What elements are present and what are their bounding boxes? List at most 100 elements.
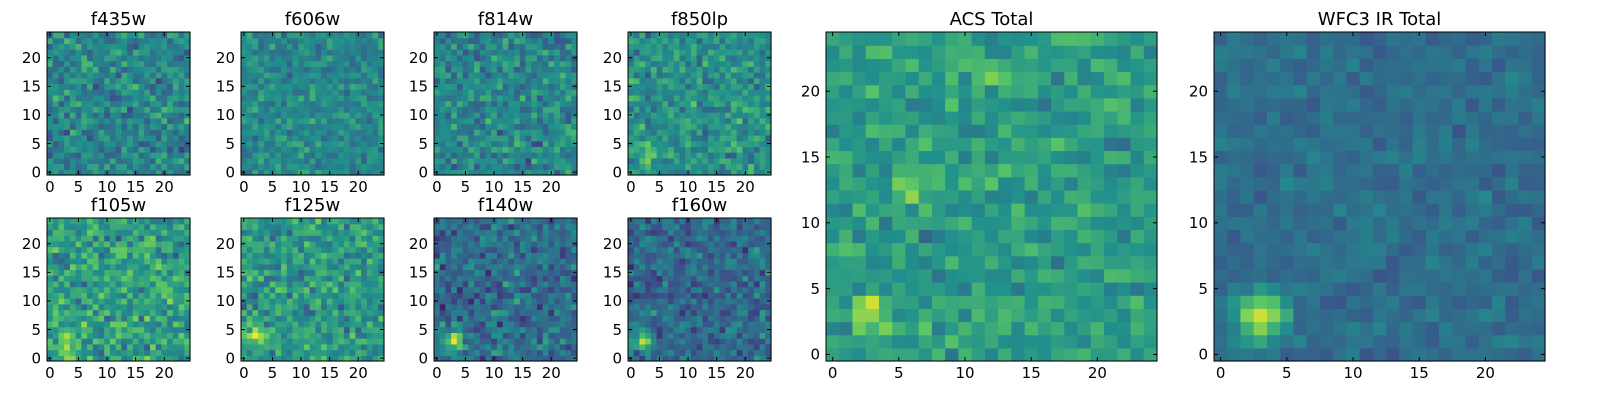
heatmap-cell xyxy=(702,349,709,356)
heatmap-cell xyxy=(445,269,452,276)
heatmap-cell xyxy=(115,43,122,50)
heatmap-cell xyxy=(668,83,675,90)
heatmap-cell xyxy=(69,275,77,282)
heatmap-cell xyxy=(445,338,452,345)
heatmap-cell xyxy=(252,235,259,242)
heatmap-cell xyxy=(696,112,703,119)
heatmap-cell xyxy=(645,303,652,311)
heatmap-cell xyxy=(531,117,538,125)
heatmap-cell xyxy=(178,112,185,119)
heatmap-cell xyxy=(525,303,532,311)
heatmap-cell xyxy=(92,60,100,67)
heatmap-cell xyxy=(263,43,271,50)
heatmap-cell xyxy=(468,229,475,236)
heatmap-cell xyxy=(514,303,521,311)
heatmap-cell xyxy=(650,315,658,322)
heatmap-cell xyxy=(628,146,635,153)
heatmap-cell xyxy=(554,320,561,328)
heatmap-cell xyxy=(138,83,145,90)
heatmap-cell xyxy=(355,240,362,248)
heatmap-cell xyxy=(742,60,749,67)
y-tick-label: 20 xyxy=(409,49,428,67)
heatmap-cell xyxy=(525,343,532,351)
heatmap-cell xyxy=(668,60,675,67)
heatmap-cell xyxy=(445,240,452,248)
heatmap-cell xyxy=(292,77,299,85)
heatmap-cell xyxy=(52,263,60,271)
heatmap-cell xyxy=(138,169,145,176)
heatmap-cell xyxy=(321,280,328,288)
heatmap-cell xyxy=(679,343,686,351)
heatmap-cell xyxy=(64,309,71,316)
heatmap-cell xyxy=(548,275,555,282)
heatmap-cell xyxy=(349,349,356,356)
heatmap-cell xyxy=(456,320,464,328)
heatmap-cell xyxy=(87,72,94,79)
heatmap-cell xyxy=(725,303,732,311)
heatmap-cell xyxy=(668,298,675,305)
heatmap-cell xyxy=(668,49,675,56)
heatmap-cell xyxy=(178,298,185,305)
heatmap-cell xyxy=(753,77,761,85)
heatmap-cell xyxy=(149,349,157,356)
heatmap-cell xyxy=(439,349,447,356)
heatmap-cell xyxy=(349,72,356,79)
heatmap-cell xyxy=(753,332,761,339)
heatmap-cell xyxy=(719,134,726,142)
x-tick-label: 5 xyxy=(268,364,278,382)
heatmap-cell xyxy=(679,146,686,153)
heatmap-cell xyxy=(286,269,294,276)
heatmap-cell xyxy=(525,292,532,299)
heatmap-cell xyxy=(748,292,755,299)
heatmap-cell xyxy=(263,89,271,96)
heatmap-cell xyxy=(92,338,100,345)
heatmap-cell xyxy=(286,146,294,153)
heatmap-cell xyxy=(645,66,652,73)
heatmap-cell xyxy=(184,89,191,96)
heatmap-cell xyxy=(462,320,469,328)
heatmap-cell xyxy=(748,129,755,136)
heatmap-cell xyxy=(87,49,94,56)
heatmap-cell xyxy=(303,235,311,242)
heatmap-cell xyxy=(75,54,82,62)
heatmap-cell xyxy=(115,169,122,176)
heatmap-cell xyxy=(47,49,54,56)
heatmap-cell xyxy=(445,286,452,293)
heatmap-cell xyxy=(491,106,498,113)
heatmap-cell xyxy=(514,320,521,328)
heatmap-cell xyxy=(315,349,322,356)
heatmap-cell xyxy=(719,100,726,107)
heatmap-cell xyxy=(445,106,452,113)
heatmap-cell xyxy=(519,223,527,231)
heatmap-cell xyxy=(554,286,561,293)
heatmap-cell xyxy=(269,49,276,56)
heatmap-cell xyxy=(109,223,117,231)
heatmap-cell xyxy=(132,94,140,102)
heatmap-cell xyxy=(708,332,715,339)
heatmap-cell xyxy=(474,280,481,288)
heatmap-cell xyxy=(321,83,328,90)
heatmap-cell xyxy=(286,37,294,45)
heatmap-cell xyxy=(496,54,504,62)
heatmap-cell xyxy=(468,286,475,293)
heatmap-cell xyxy=(338,83,345,90)
heatmap-cell xyxy=(525,66,532,73)
heatmap-cell xyxy=(258,123,265,130)
heatmap-cell xyxy=(58,123,65,130)
heatmap-cell xyxy=(656,146,663,153)
heatmap-cell xyxy=(326,146,334,153)
heatmap-cell xyxy=(155,89,162,96)
x-tick-label: 20 xyxy=(349,364,368,382)
heatmap-cell xyxy=(115,303,122,311)
heatmap-cell xyxy=(349,258,356,265)
heatmap-cell xyxy=(58,263,65,271)
heatmap-cell xyxy=(263,252,271,259)
heatmap-cell xyxy=(115,72,122,79)
heatmap-cell xyxy=(281,66,288,73)
heatmap-cell xyxy=(172,286,180,293)
heatmap-cell xyxy=(451,218,458,225)
heatmap-cell xyxy=(361,223,368,231)
y-tick-label: 20 xyxy=(603,49,622,67)
heatmap-cell xyxy=(167,355,174,362)
heatmap-cell xyxy=(633,43,641,50)
